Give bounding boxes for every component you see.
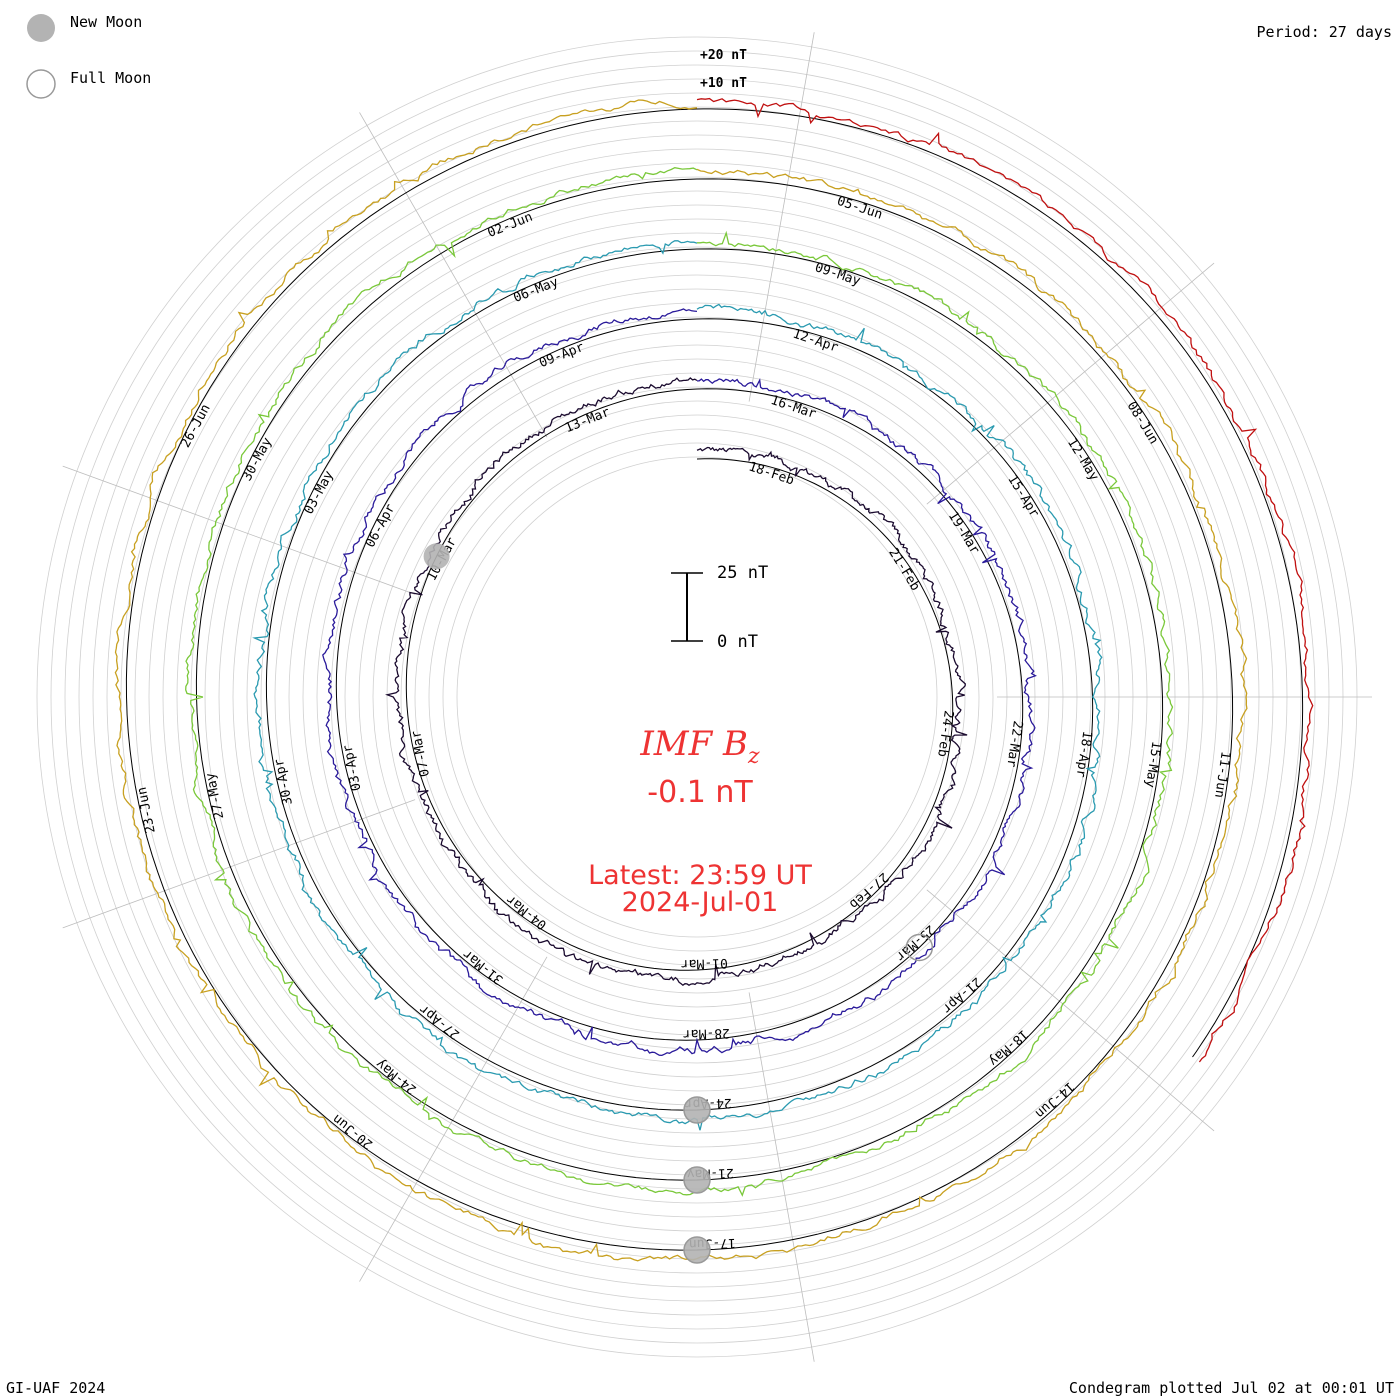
grid-ring	[442, 442, 952, 952]
date-label: 28-Mar	[683, 1025, 731, 1041]
ref-label-20: +20 nT	[700, 48, 747, 63]
footer-plotted: Condegram plotted Jul 02 at 00:01 UT	[1068, 1379, 1394, 1397]
scale-bar	[671, 572, 703, 642]
grid-ring	[330, 330, 1064, 1064]
full-moon-marker	[905, 933, 934, 962]
date-label: 24-May	[373, 1056, 419, 1097]
grid-spoke	[926, 889, 1215, 1132]
date-label: 18-Feb	[747, 459, 796, 488]
grid-ring	[372, 372, 1022, 1022]
baseline-spiral	[125, 108, 1304, 1251]
period-label: Period: 27 days	[1256, 23, 1392, 41]
date-label: 15-May	[1142, 740, 1164, 789]
bz-trace-rotation-3	[252, 240, 1103, 1131]
date-label: 31-Mar	[460, 946, 506, 987]
date-label: 09-May	[813, 260, 862, 289]
grid-spokes	[62, 32, 1372, 1362]
grid-spoke	[62, 799, 416, 929]
date-label: 12-Apr	[791, 327, 840, 356]
grid-spoke	[62, 465, 416, 595]
grid-spoke	[926, 262, 1215, 505]
date-label: 13-Mar	[563, 405, 612, 436]
footer-credit: GI-UAF 2024	[6, 1379, 106, 1397]
grid-ring	[428, 428, 966, 966]
baseline-segment	[696, 108, 1304, 1058]
full-moon-marker	[683, 1096, 711, 1124]
date-label: 11-Jun	[1211, 750, 1233, 799]
date-label: 06-May	[511, 275, 560, 306]
new-moon-marker	[684, 1237, 710, 1263]
full-moon-marker	[683, 1166, 711, 1194]
latest-time: Latest: 23:59 UT	[588, 860, 812, 891]
grid-spoke	[748, 992, 815, 1362]
latest-date: 2024-Jul-01	[621, 887, 779, 918]
date-label: 27-Apr	[417, 1001, 463, 1042]
date-label: 30-Apr	[272, 757, 296, 806]
grid-ring	[274, 274, 1120, 1120]
date-label: 05-Jun	[835, 194, 884, 223]
grid-spoke	[748, 32, 815, 402]
grid-ring	[456, 456, 938, 938]
bz-trace-rotation-2	[322, 308, 1037, 1057]
scale-top-label: 25 nT	[717, 563, 769, 583]
date-label: 03-Apr	[340, 743, 364, 792]
grid-spoke	[359, 112, 548, 438]
ref-label-10: +10 nT	[700, 76, 747, 91]
date-label: 23-Jun	[135, 786, 159, 835]
new-moon-marker	[423, 543, 450, 570]
grid-ring	[400, 400, 994, 994]
new-moon-legend-label: New Moon	[70, 13, 143, 31]
bz-trace-rotation-6	[696, 97, 1314, 1063]
moon-markers	[423, 543, 934, 1264]
date-label: 02-Jun	[486, 210, 535, 241]
date-label: 24-Feb	[934, 709, 956, 758]
grid-ring	[302, 302, 1092, 1092]
grid-ring	[414, 414, 980, 980]
full-moon-marker	[683, 1236, 711, 1264]
date-labels: 18-Feb21-Feb24-Feb27-Feb01-Mar04-Mar07-M…	[135, 194, 1233, 1251]
date-label: 22-Mar	[1003, 720, 1025, 769]
date-label: 07-Mar	[409, 729, 433, 778]
date-label: 18-Apr	[1073, 730, 1095, 779]
scale-bottom-label: 0 nT	[717, 632, 758, 652]
new-moon-marker	[684, 1167, 710, 1193]
bz-traces	[114, 97, 1314, 1262]
imf-value: -0.1 nT	[647, 775, 753, 810]
grid-ring	[344, 344, 1050, 1050]
date-label: 01-Mar	[681, 955, 729, 971]
grid-spoke	[359, 956, 548, 1282]
date-label: 21-Apr	[939, 974, 984, 1017]
full-moon-legend-label: Full Moon	[70, 69, 152, 87]
imf-title: IMF Bz	[640, 724, 760, 769]
full-moon-legend-icon	[26, 69, 56, 99]
new-moon-marker	[684, 1097, 710, 1123]
new-moon-legend-icon	[27, 14, 55, 42]
